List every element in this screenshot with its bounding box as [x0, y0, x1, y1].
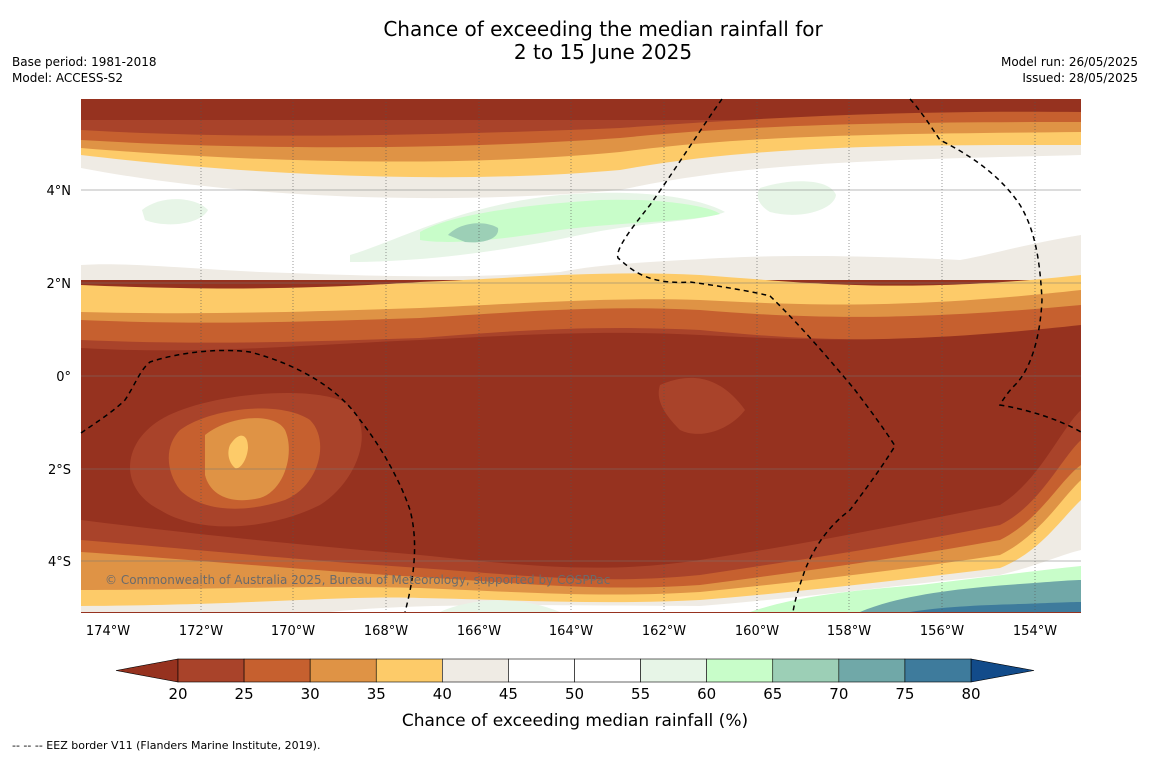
lat-label: 4°S — [48, 555, 71, 570]
colorbar-tick-label: 55 — [631, 685, 650, 703]
ring-40 — [228, 435, 248, 469]
lon-label: 168°W — [364, 624, 408, 639]
patch-55-east — [757, 181, 836, 215]
patch-65 — [448, 223, 499, 243]
colorbar-tick-label: 50 — [565, 685, 584, 703]
colorbar-cell — [706, 658, 774, 683]
colorbar-tick-label: 75 — [895, 685, 914, 703]
colorbar-cell — [243, 658, 311, 683]
colorbar-under-arrow — [115, 658, 179, 683]
lon-label: 154°W — [1013, 624, 1057, 639]
colorbar-cell — [309, 658, 377, 683]
meta-right: Model run: 26/05/2025 Issued: 28/05/2025 — [1001, 54, 1138, 86]
south-75 — [910, 602, 1081, 612]
longitude-labels: 174°W 172°W 170°W 168°W 166°W 164°W 162°… — [86, 624, 1057, 639]
lat-label: 2°S — [48, 463, 71, 478]
issued-date: Issued: 28/05/2025 — [1022, 71, 1138, 85]
colorbar-cell — [640, 658, 707, 683]
lat-label: 0° — [56, 370, 71, 385]
lat-label: 2°N — [47, 277, 72, 292]
meta-left: Base period: 1981-2018 Model: ACCESS-S2 — [12, 54, 157, 86]
lon-label: 164°W — [549, 624, 593, 639]
colorbar-cell — [375, 658, 443, 683]
lobe-30 — [81, 286, 1081, 343]
colorbar-tick-label: 80 — [961, 685, 980, 703]
lobe-40 — [81, 273, 1081, 314]
colorbar-tick-label: 40 — [433, 685, 452, 703]
colorbar-tick-label: 20 — [168, 685, 187, 703]
south-35 — [81, 465, 1081, 612]
title-line-1: Chance of exceeding the median rainfall … — [383, 17, 823, 41]
lon-label: 158°W — [827, 624, 871, 639]
colorbar-cell — [838, 658, 906, 683]
ring-35 — [205, 418, 289, 501]
colorbar-cell — [574, 658, 641, 683]
patch-55-west — [142, 199, 208, 225]
colorbar-tick-label: 60 — [697, 685, 716, 703]
colorbar-tick-label: 30 — [301, 685, 320, 703]
colorbar-tick-label: 45 — [499, 685, 518, 703]
lat-label: 4°N — [47, 184, 72, 199]
eez-legend-note: -- -- -- EEZ border V11 (Flanders Marine… — [12, 739, 321, 752]
lon-label: 166°W — [457, 624, 501, 639]
colorbar: 20 25 30 35 40 45 50 55 60 65 70 75 80 Chance of exc… — [115, 658, 1035, 731]
title-line-2: 2 to 15 June 2025 — [513, 40, 693, 64]
colorbar-cell — [177, 658, 245, 683]
lon-label: 174°W — [86, 624, 130, 639]
south-40 — [81, 480, 1081, 612]
colorbar-cell — [772, 658, 840, 683]
map-field — [81, 99, 1081, 613]
colorbar-tick-label: 70 — [829, 685, 848, 703]
eez-borders — [80, 98, 1082, 613]
base-period: Base period: 1981-2018 — [12, 55, 157, 69]
lon-label: 172°W — [179, 624, 223, 639]
colorbar-cells — [177, 658, 972, 683]
colorbar-tick-label: 65 — [763, 685, 782, 703]
model-run: Model run: 26/05/2025 — [1000, 55, 1138, 69]
latitude-labels: 4°N 2°N 0° 2°S 4°S — [47, 184, 72, 570]
colorbar-cell — [508, 658, 575, 683]
patch-25-central — [658, 377, 745, 434]
model-name: Model: ACCESS-S2 — [12, 71, 124, 85]
colorbar-over-arrow — [970, 658, 1035, 683]
south-55-a — [440, 600, 560, 612]
lon-label: 170°W — [271, 624, 315, 639]
latlines — [81, 189, 1081, 562]
colorbar-label: Chance of exceeding median rainfall (%) — [402, 711, 748, 731]
colorbar-cell — [904, 658, 972, 683]
lon-label: 160°W — [735, 624, 779, 639]
lon-label: 156°W — [920, 624, 964, 639]
colorbar-tick-label: 25 — [235, 685, 254, 703]
lon-label: 162°W — [642, 624, 686, 639]
colorbar-tick-label: 35 — [367, 685, 386, 703]
colorbar-cell — [442, 658, 509, 683]
copyright-text: © Commonwealth of Australia 2025, Bureau… — [105, 573, 610, 587]
map-title: Chance of exceeding the median rainfall … — [0, 18, 1150, 64]
colorbar-ticks: 20 25 30 35 40 45 50 55 60 65 70 75 80 — [168, 685, 980, 703]
